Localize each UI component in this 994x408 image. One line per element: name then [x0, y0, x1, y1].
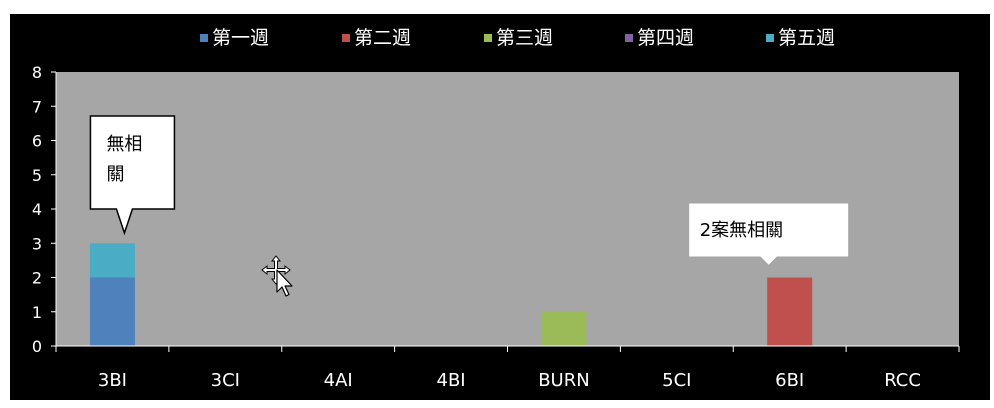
x-tick-label: 6BI	[775, 370, 804, 391]
legend-label: 第四週	[637, 27, 694, 49]
annotation-text: 無相	[106, 134, 142, 155]
annotation-text: 關	[106, 164, 124, 185]
x-tick-label: 3BI	[98, 370, 127, 391]
y-tick-label: 3	[32, 234, 42, 253]
legend-label: 第一週	[212, 27, 269, 49]
legend-swatch	[766, 34, 774, 42]
x-tick-label: 4AI	[324, 370, 353, 391]
y-tick-label: 1	[32, 303, 42, 322]
legend-swatch	[625, 34, 633, 42]
bars-layer	[89, 243, 813, 346]
x-tick-label: 4BI	[437, 370, 466, 391]
y-tick-label: 5	[32, 166, 42, 185]
y-tick-label: 6	[32, 132, 42, 151]
annotation-callout-box	[689, 203, 849, 265]
legend-label: 第二週	[354, 27, 411, 49]
bar-segment	[541, 311, 587, 346]
x-tick-label: 5CI	[662, 370, 691, 391]
x-tick-label: BURN	[538, 370, 590, 391]
y-tick-label: 7	[32, 97, 42, 116]
bar-segment	[89, 277, 135, 346]
annotation-text: 2案無相關	[700, 220, 783, 241]
annotation-callout-box	[89, 115, 176, 236]
bar-segment	[89, 243, 135, 278]
legend-swatch	[484, 34, 492, 42]
axes-layer: 0 1 2 3 4 5 6 7 8 3BI 3CI 4AI 4BI BURN 5CI 6BI RCC	[32, 63, 960, 391]
legend-label: 第五週	[778, 27, 835, 49]
y-tick-label: 8	[32, 63, 42, 82]
y-tick-label: 4	[32, 200, 42, 219]
annotations-layer: 無相關 2案無相關	[89, 115, 849, 265]
x-tick-label: 3CI	[211, 370, 240, 391]
x-tick-label: RCC	[884, 370, 921, 391]
y-tick-label: 0	[32, 337, 42, 356]
y-tick-label: 2	[32, 269, 42, 288]
legend-swatch	[342, 34, 350, 42]
legend: 第一週 第二週 第三週 第四週 第五週	[200, 27, 835, 49]
legend-swatch	[200, 34, 208, 42]
bar-segment	[767, 277, 813, 346]
move-cursor-icon	[261, 255, 293, 297]
legend-label: 第三週	[496, 27, 553, 49]
